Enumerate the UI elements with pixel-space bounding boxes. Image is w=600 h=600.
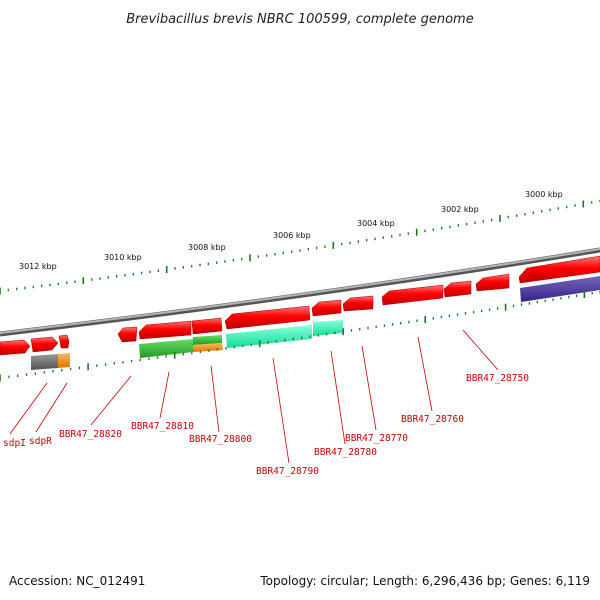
kbp-label-3000: 3000 kbp [525,190,563,199]
label-line-sdpI [9,382,48,435]
label-line-BBR47_28800 [210,365,220,433]
gene-arrow[interactable] [0,339,31,356]
gene-label-BBR47_28820[interactable]: BBR47_28820 [59,429,122,440]
cog-box-gray[interactable] [31,354,58,370]
kbp-label-3002: 3002 kbp [441,205,479,214]
gene-arrow[interactable] [381,284,444,306]
gene-arrow[interactable] [475,273,510,292]
gene-label-BBR47_28770[interactable]: BBR47_28770 [345,433,408,444]
cog-box-purple[interactable] [520,276,600,302]
cog-box-green[interactable] [139,339,193,358]
gene-label-sdpI[interactable]: sdpI [3,438,26,449]
label-line-BBR47_28790 [272,357,290,464]
gene-labels: sdpI sdpR BBR47_28820 BBR47_28810 BBR47_… [3,373,529,477]
gene-label-BBR47_28800[interactable]: BBR47_28800 [189,434,252,445]
gene-arrow[interactable] [518,255,600,284]
kbp-scale-labels: 3012 kbp 3010 kbp 3008 kbp 3006 kbp 3004… [19,190,563,271]
cog-box-green[interactable] [193,335,222,345]
gene-arrow[interactable] [30,336,59,353]
gene-label-sdpR[interactable]: sdpR [29,436,52,447]
map-title: Brevibacillus brevis NBRC 100599, comple… [126,12,473,27]
gene-label-BBR47_28780[interactable]: BBR47_28780 [314,447,377,458]
kbp-label-3010: 3010 kbp [104,253,142,262]
forward-strand-genes [0,255,600,356]
label-line-sdpR [35,382,68,433]
label-line-BBR47_28760 [417,336,433,412]
gene-arrow[interactable] [138,320,192,340]
gene-arrow[interactable] [117,326,138,343]
outer-tick-ring [0,199,600,295]
accession-text: Accession: NC_012491 [9,574,146,588]
label-line-BBR47_28770 [361,345,377,431]
gene-label-BBR47_28760[interactable]: BBR47_28760 [401,414,464,425]
cog-box-orange[interactable] [193,343,223,352]
label-line-BBR47_28820 [90,375,132,426]
cog-box-aqua[interactable] [313,320,343,336]
genome-backbone-highlight [0,248,600,334]
kbp-label-3012: 3012 kbp [19,262,57,271]
gene-arrow[interactable] [191,317,223,335]
gene-label-BBR47_28750[interactable]: BBR47_28750 [466,373,529,384]
gene-label-BBR47_28790[interactable]: BBR47_28790 [256,466,319,477]
inner-tick-ring [0,290,600,382]
gene-arrow[interactable] [224,305,311,330]
gene-arrow[interactable] [311,299,342,317]
cog-box-orange[interactable] [58,353,70,368]
cog-category-boxes [31,276,600,370]
gene-arrow[interactable] [443,280,472,298]
gene-arrow[interactable] [58,334,70,349]
gene-label-lines [9,329,499,464]
gene-arrow[interactable] [342,295,374,312]
kbp-label-3006: 3006 kbp [273,231,311,240]
label-line-BBR47_28780 [330,350,346,445]
gene-label-BBR47_28810[interactable]: BBR47_28810 [131,421,194,432]
label-line-BBR47_28810 [159,371,170,419]
label-line-BBR47_28750 [462,329,499,371]
kbp-label-3004: 3004 kbp [357,219,395,228]
topology-text: Topology: circular; Length: 6,296,436 bp… [260,574,590,588]
kbp-label-3008: 3008 kbp [188,243,226,252]
cog-box-aqua[interactable] [226,325,312,348]
